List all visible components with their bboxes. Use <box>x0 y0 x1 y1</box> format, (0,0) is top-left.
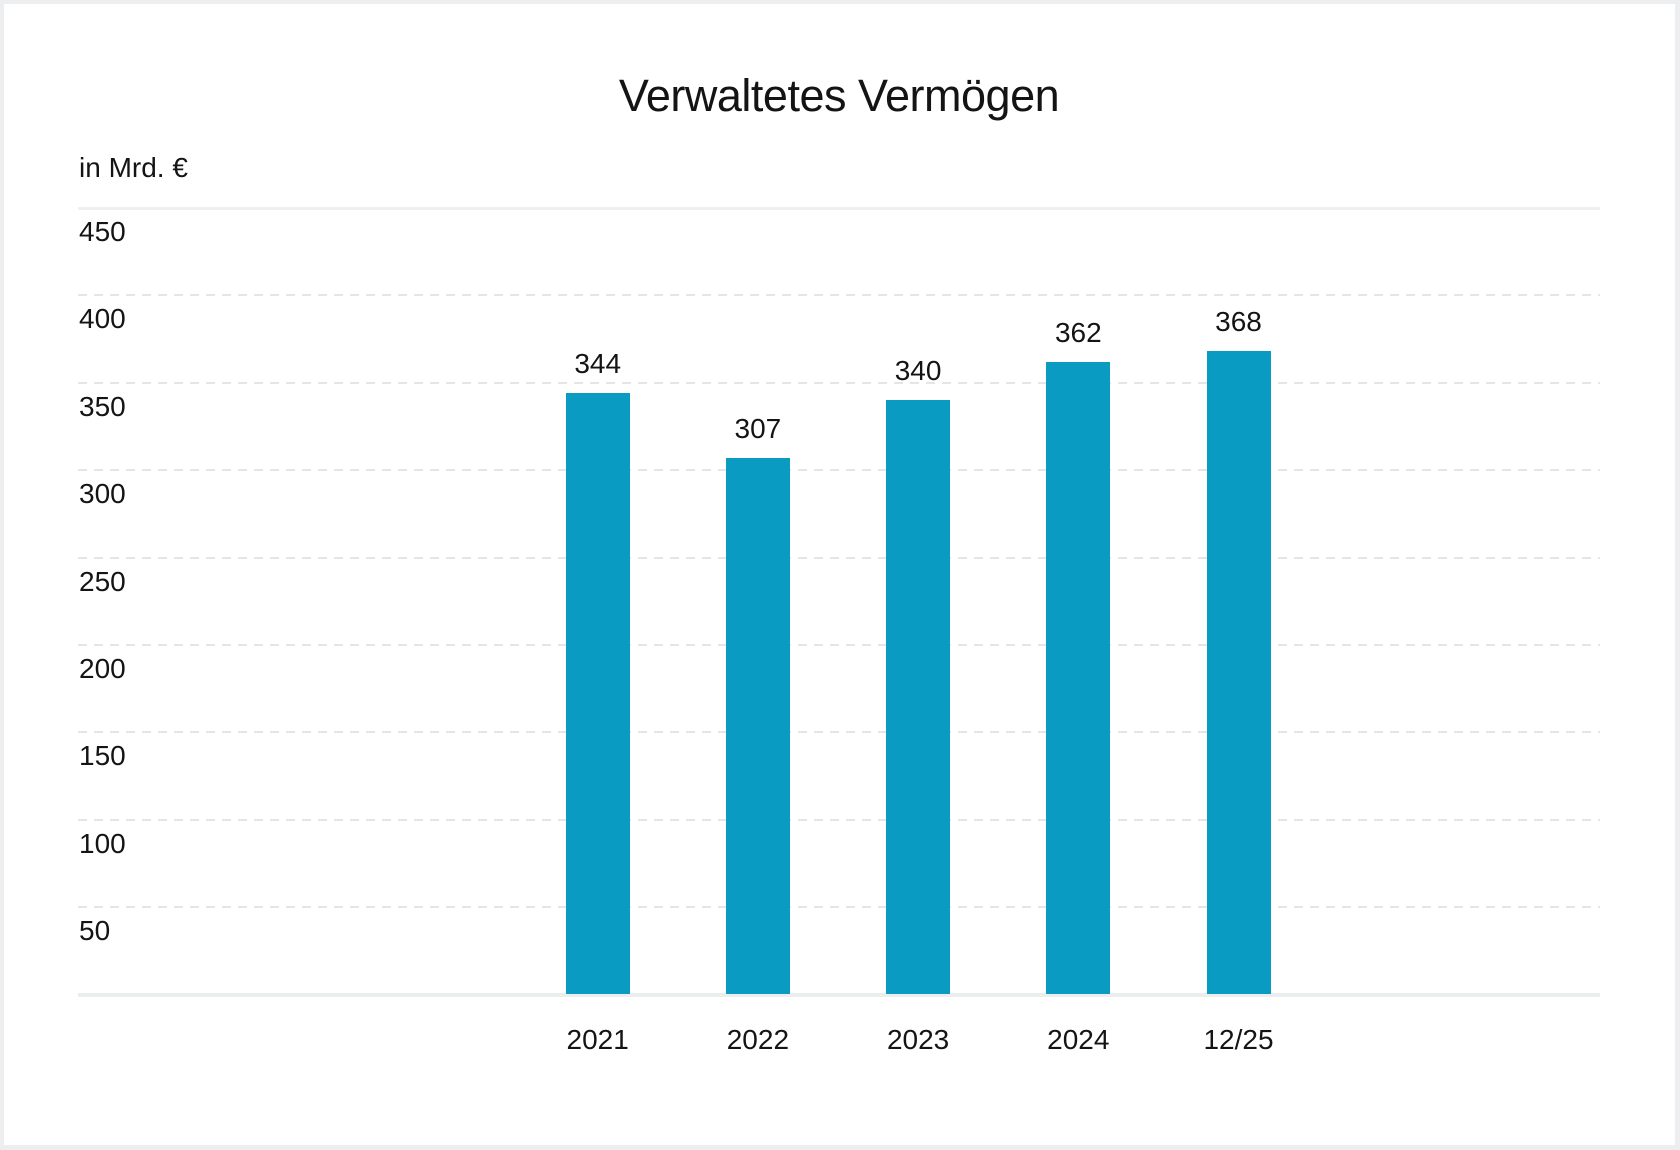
gridline-300 <box>78 469 1600 472</box>
x-axis-line <box>78 992 1600 997</box>
y-tick-label-450: 450 <box>79 216 126 247</box>
bar-value-label-2021: 344 <box>574 348 622 380</box>
y-axis-unit-label: in Mrd. € <box>79 152 188 183</box>
bar-12/25 <box>1206 351 1271 995</box>
chart-title: Verwaltetes Vermögen <box>618 70 1060 121</box>
gridline-350 <box>78 381 1600 384</box>
gridline-400 <box>78 294 1600 297</box>
gridline-150 <box>78 731 1600 734</box>
plot-area: 450 400 350 300 250 200 150 100 50 344 307 340 362 3… <box>78 0 1600 1150</box>
bar-2022 <box>725 457 790 995</box>
y-tick-label-250: 250 <box>79 565 126 597</box>
bar-2023 <box>886 400 951 995</box>
bar-2024 <box>1046 361 1111 995</box>
chart-card <box>4 4 1675 1145</box>
y-tick-label-150: 150 <box>79 740 126 772</box>
x-tick-label-2024: 2024 <box>1047 1024 1110 1055</box>
y-tick-label-200: 200 <box>79 652 126 684</box>
gridline-100 <box>78 818 1600 821</box>
x-tick-label-2023: 2023 <box>886 1024 950 1055</box>
bar-value-label-2022: 307 <box>734 412 782 444</box>
x-tick-label-2022: 2022 <box>726 1024 790 1055</box>
bar-value-label-2023: 340 <box>894 355 942 387</box>
x-tick-label-12/25: 12/25 <box>1203 1024 1274 1055</box>
y-tick-label-350: 350 <box>79 390 126 422</box>
gridline-450 <box>78 206 1600 210</box>
gridline-250 <box>78 556 1600 559</box>
bar-2021 <box>565 393 630 995</box>
gridline-50 <box>78 906 1600 909</box>
y-tick-label-100: 100 <box>79 827 126 859</box>
gridline-200 <box>78 643 1600 646</box>
bar-value-label-2024: 362 <box>1054 316 1102 348</box>
y-tick-label-400: 400 <box>79 303 126 335</box>
bar-value-label-12/25: 368 <box>1215 306 1262 338</box>
y-tick-label-50: 50 <box>79 915 111 947</box>
x-tick-label-2021: 2021 <box>566 1024 629 1055</box>
y-tick-label-300: 300 <box>79 478 126 510</box>
